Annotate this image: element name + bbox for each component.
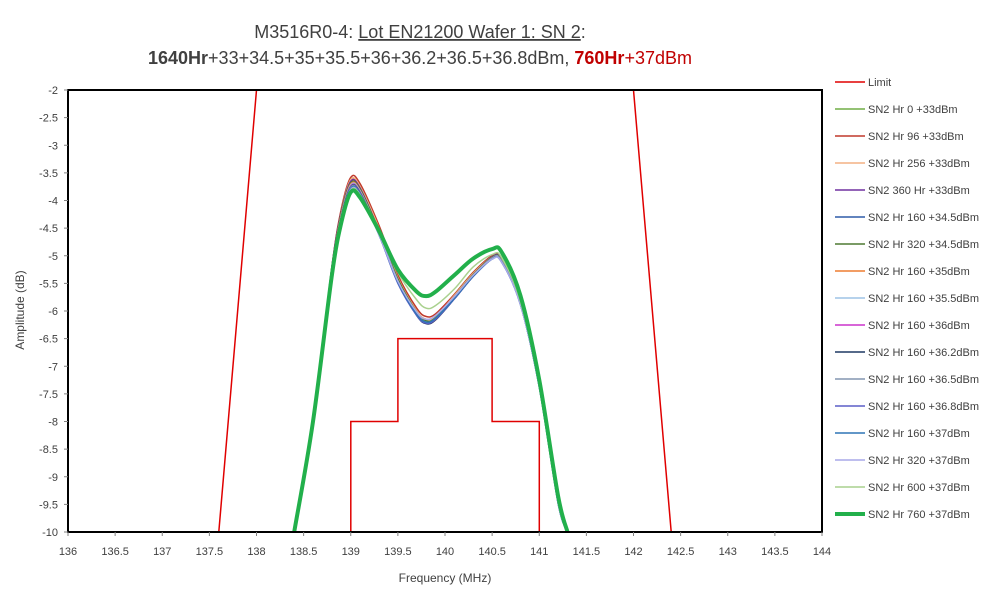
limit-mask-inner-line	[350, 337, 541, 532]
x-tick-label: 141.5	[573, 546, 601, 558]
y-tick-label: -10	[42, 527, 58, 539]
series-line-9	[293, 183, 569, 532]
y-tick-label: -5.5	[39, 278, 58, 290]
x-tick-label: 143.5	[761, 546, 789, 558]
series-line-16	[292, 188, 570, 532]
chart-title-line-1: M3516R0-4: Lot EN21200 Wafer 1: SN 2:	[254, 22, 586, 42]
x-axis-ticks: 136 136.5 137 137.5 138 138.5 139 139.5 140 140.5…	[59, 532, 831, 558]
legend-label: SN2 Hr 0 +33dBm	[868, 104, 958, 116]
x-tick-label: 137	[153, 546, 171, 558]
legend-label: SN2 Hr 160 +36.2dBm	[868, 347, 979, 359]
series-line-7	[293, 181, 569, 532]
y-tick-label: -2	[48, 85, 58, 97]
y-tick-label: -2.5	[39, 113, 58, 125]
chart-legend: Limit SN2 Hr 0 +33dBm SN2 Hr 96 +33dBm SN2 …	[835, 77, 979, 521]
series-line-2	[293, 174, 569, 532]
legend-label: SN2 Hr 256 +33dBm	[868, 158, 970, 170]
x-tick-label: 140.5	[478, 546, 506, 558]
legend-label: SN2 Hr 160 +36.5dBm	[868, 374, 979, 386]
x-tick-label: 139	[342, 546, 360, 558]
y-tick-label: -8.5	[39, 444, 58, 456]
y-axis-ticks: -2 -2.5 -3 -3.5 -4 -4.5 -5 -5.5 -6 -6.5 -7 -7.5 -8 -8…	[39, 85, 68, 539]
y-tick-label: -3	[48, 140, 58, 152]
legend-label: SN2 Hr 600 +37dBm	[868, 482, 970, 494]
x-tick-label: 139.5	[384, 546, 412, 558]
legend-label: SN2 Hr 160 +36.8dBm	[868, 401, 979, 413]
series-line-10	[293, 183, 569, 532]
y-tick-label: -4	[48, 196, 58, 208]
x-tick-label: 140	[436, 546, 454, 558]
series-line-3	[293, 177, 569, 532]
y-tick-label: -6.5	[39, 334, 58, 346]
plot-area-frame	[67, 89, 823, 533]
x-tick-label: 138	[247, 546, 265, 558]
series-line-4	[293, 178, 569, 532]
limit-lines	[218, 90, 672, 532]
legend-label: SN2 360 Hr +33dBm	[868, 185, 970, 197]
legend-label: SN2 Hr 96 +33dBm	[868, 131, 964, 143]
x-tick-label: 138.5	[290, 546, 318, 558]
series-line-1	[293, 178, 569, 532]
y-tick-label: -6	[48, 306, 58, 318]
x-tick-label: 137.5	[196, 546, 224, 558]
x-tick-label: 143	[719, 546, 737, 558]
x-tick-label: 142	[624, 546, 642, 558]
legend-label: SN2 Hr 160 +37dBm	[868, 428, 970, 440]
y-tick-label: -7	[48, 361, 58, 373]
legend-label: SN2 Hr 760 +37dBm	[868, 509, 970, 521]
legend-label: Limit	[868, 77, 891, 89]
y-tick-label: -8	[48, 417, 58, 429]
legend-label: SN2 Hr 160 +36dBm	[868, 320, 970, 332]
data-series	[292, 174, 570, 532]
chart-title-line-2: 1640Hr+33+34.5+35+35.5+36+36.2+36.5+36.8…	[148, 48, 692, 68]
x-tick-label: 144	[813, 546, 831, 558]
y-tick-label: -3.5	[39, 168, 58, 180]
legend-label: SN2 Hr 320 +34.5dBm	[868, 239, 979, 251]
y-tick-label: -9.5	[39, 499, 58, 511]
x-axis-title: Frequency (MHz)	[399, 571, 492, 585]
legend-label: SN2 Hr 160 +34.5dBm	[868, 212, 979, 224]
legend-label: SN2 Hr 160 +35dBm	[868, 266, 970, 278]
y-tick-label: -4.5	[39, 223, 58, 235]
legend-label: SN2 Hr 160 +35.5dBm	[868, 293, 979, 305]
x-tick-label: 136	[59, 546, 77, 558]
y-tick-label: -9	[48, 472, 58, 484]
limit-mask-outer-line	[218, 90, 672, 532]
x-tick-label: 142.5	[667, 546, 695, 558]
series-line-6	[293, 180, 569, 532]
series-line-11	[293, 184, 569, 532]
series-line-5	[293, 181, 569, 532]
y-tick-label: -7.5	[39, 389, 58, 401]
y-tick-label: -5	[48, 251, 58, 263]
x-tick-label: 141	[530, 546, 548, 558]
series-line-12	[293, 185, 569, 532]
legend-label: SN2 Hr 320 +37dBm	[868, 455, 970, 467]
y-axis-title: Amplitude (dB)	[13, 270, 27, 349]
series-line-13	[293, 185, 569, 532]
x-tick-label: 136.5	[101, 546, 129, 558]
series-line-8	[293, 182, 569, 532]
